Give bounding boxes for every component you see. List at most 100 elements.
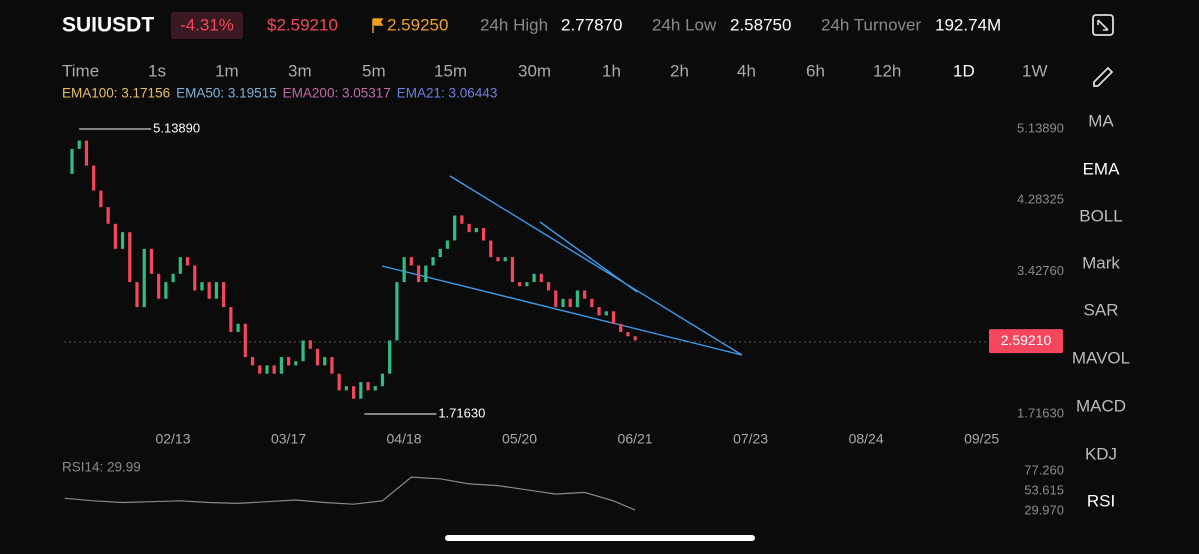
candle: [619, 323, 623, 333]
interval[interactable]: 15m: [434, 61, 467, 80]
interval[interactable]: 4h: [737, 61, 756, 80]
candle: [178, 257, 182, 274]
candle: [113, 223, 117, 249]
side-menu-item[interactable]: Mark: [1082, 253, 1120, 272]
interval[interactable]: 1h: [602, 61, 621, 80]
x-tick-label: 09/25: [964, 431, 999, 447]
x-tick-label: 03/17: [271, 431, 306, 447]
candle: [200, 282, 204, 291]
candle: [460, 215, 464, 224]
rsi-title: RSI14: 29.99: [62, 460, 141, 475]
trend-lines: [381, 175, 743, 356]
candle: [445, 240, 450, 249]
side-menu-item[interactable]: RSI: [1087, 491, 1115, 510]
x-tick-label: 06/21: [618, 431, 653, 447]
candle: [597, 307, 601, 316]
candle: [626, 332, 630, 337]
draw-icon[interactable]: [1093, 66, 1114, 87]
candle: [388, 340, 392, 374]
side-menu-item[interactable]: MAVOL: [1072, 348, 1130, 367]
candle: [272, 365, 276, 374]
mark-flag: [372, 18, 384, 33]
side-menu-item[interactable]: MA: [1088, 111, 1114, 130]
side-menu-item[interactable]: BOLL: [1079, 206, 1122, 225]
candle: [294, 361, 298, 366]
interval[interactable]: 5m: [362, 61, 386, 80]
current-price-tag: [989, 329, 1063, 354]
candle: [344, 386, 348, 391]
candle: [106, 207, 110, 224]
stat-value: 2.58750: [730, 15, 791, 34]
candle: [359, 382, 363, 399]
stat-label: 24h Turnover: [821, 15, 922, 34]
candle: [135, 282, 139, 308]
change: -4.31%: [180, 15, 234, 34]
candle: [84, 140, 89, 166]
candle: [546, 282, 551, 291]
candle: [77, 140, 81, 149]
side-menu-item[interactable]: EMA: [1083, 159, 1121, 178]
fullscreen-icon[interactable]: [1092, 14, 1114, 36]
fullscreen-arrow: [1097, 19, 1109, 31]
side-menu-item[interactable]: SAR: [1084, 300, 1119, 319]
stat-label: 24h High: [480, 15, 548, 34]
candle: [222, 282, 226, 308]
interval[interactable]: 12h: [873, 61, 901, 80]
candle: [352, 386, 356, 399]
y-tick-label: 5.13890: [1017, 120, 1064, 135]
candle: [568, 298, 572, 308]
candle: [279, 357, 283, 374]
current-price-label: 2.59210: [1001, 332, 1052, 348]
candle: [453, 215, 457, 241]
candle: [525, 282, 529, 287]
candle: [438, 248, 442, 258]
candle: [171, 273, 175, 283]
rsi-tick-label: 53.615: [1024, 482, 1064, 497]
interval[interactable]: 1s: [148, 61, 166, 80]
candle: [120, 232, 125, 249]
candle: [467, 223, 471, 233]
side-menu-item[interactable]: KDJ: [1085, 444, 1117, 463]
candle: [164, 282, 168, 299]
candle: [611, 311, 616, 324]
candle: [503, 257, 507, 262]
candle: [496, 257, 500, 262]
change-badge: [171, 12, 243, 39]
interval[interactable]: 2h: [670, 61, 689, 80]
interval[interactable]: 6h: [806, 61, 825, 80]
candle: [590, 298, 594, 308]
stat-value: 192.74M: [935, 15, 1001, 34]
candle: [510, 257, 515, 283]
interval[interactable]: 3m: [288, 61, 312, 80]
symbol: SUIUSDT: [62, 14, 154, 37]
y-tick-label: 1.71630: [1017, 405, 1064, 420]
candle: [185, 257, 190, 266]
price: $2.59210: [267, 15, 338, 34]
candle: [489, 240, 493, 258]
indicator-legend: EMA100: 3.17156: [62, 86, 170, 101]
interval[interactable]: 1W: [1022, 61, 1048, 80]
rsi-tick-label: 29.970: [1024, 502, 1064, 517]
candle: [337, 373, 341, 391]
candle: [70, 148, 74, 174]
indicator-legend: EMA50: 3.19515: [176, 86, 277, 101]
extreme-label: 5.13890: [153, 120, 200, 135]
candle: [532, 273, 536, 283]
interval[interactable]: 30m: [518, 61, 551, 80]
candle: [424, 265, 428, 283]
candle: [330, 357, 334, 374]
interval[interactable]: 1D: [953, 61, 975, 80]
candle: [481, 227, 486, 241]
candle: [99, 190, 103, 208]
indicator-legend: EMA21: 3.06443: [397, 86, 498, 101]
stat-label: 24h Low: [652, 15, 717, 34]
candle: [287, 357, 291, 366]
indicator-legend: EMA200: 3.05317: [283, 86, 391, 101]
interval[interactable]: 1m: [215, 61, 239, 80]
candle: [518, 282, 522, 287]
candle: [366, 382, 370, 391]
candle: [193, 265, 197, 291]
side-menu-item[interactable]: MACD: [1076, 396, 1126, 415]
candle: [431, 257, 435, 266]
interval[interactable]: Time: [62, 61, 99, 80]
